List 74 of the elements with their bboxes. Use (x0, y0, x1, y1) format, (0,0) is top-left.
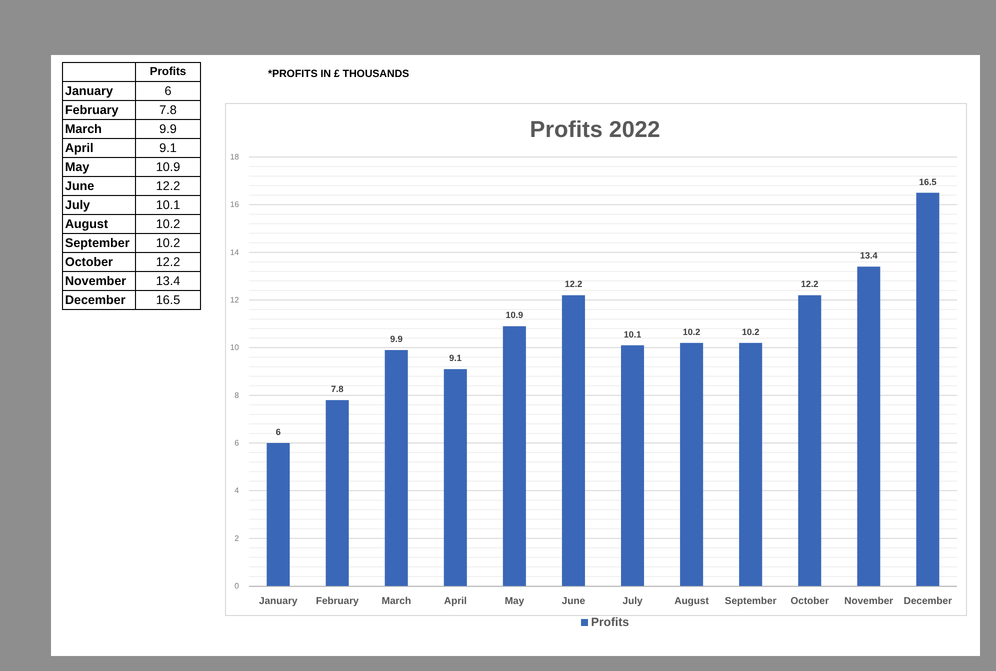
x-tick-label: January (259, 596, 298, 608)
y-tick-label: 14 (230, 248, 240, 257)
data-label: 9.1 (449, 353, 462, 364)
data-label: 16.5 (919, 176, 937, 187)
bar (502, 326, 526, 586)
bar (562, 295, 585, 586)
category-label: November (62, 272, 136, 290)
x-tick-label: September (724, 596, 777, 608)
y-tick-label: 6 (234, 438, 240, 448)
x-tick-label: December (904, 596, 952, 608)
y-tick-label: 18 (230, 152, 240, 162)
category-label: April (62, 138, 136, 158)
bar (798, 295, 822, 586)
category-label: August (62, 214, 136, 234)
bar (621, 345, 644, 586)
bar (266, 443, 290, 586)
data-label: 10.2 (136, 234, 200, 252)
x-tick-label: July (622, 596, 643, 608)
data-label: 10.2 (682, 326, 700, 337)
data-label: 9.9 (390, 334, 403, 344)
x-tick-label: May (504, 596, 525, 608)
category-label: March (62, 120, 136, 138)
category-label: September (62, 234, 136, 252)
bar (857, 266, 880, 586)
data-label: 13.4 (136, 272, 200, 290)
data-label: 6 (276, 427, 281, 437)
data-label: 10.1 (624, 329, 642, 340)
x-tick-label: March (382, 596, 412, 608)
category-label: February (62, 100, 136, 120)
y-tick-label: 16 (230, 200, 240, 210)
bar (384, 350, 408, 586)
y-tick-label: 8 (234, 390, 240, 400)
category-label: July (62, 196, 136, 214)
data-label: 16.5 (136, 290, 200, 310)
data-label: 10.9 (506, 310, 524, 320)
data-label: 10.2 (742, 326, 760, 337)
data-label: 9.1 (136, 138, 200, 158)
y-tick-label: 2 (234, 534, 240, 543)
bar (444, 369, 467, 586)
data-label: 12.2 (136, 252, 200, 272)
y-tick-label: 4 (234, 486, 240, 496)
data-label: 12.2 (136, 176, 200, 196)
data-label: 7.8 (136, 100, 200, 120)
bar (326, 400, 349, 586)
category-label: May (62, 158, 136, 176)
x-tick-label: February (316, 596, 360, 608)
data-label: 7.8 (331, 384, 344, 394)
category-label: June (62, 176, 136, 196)
legend-label: Profits (591, 615, 630, 629)
x-tick-label: June (562, 596, 586, 608)
data-label: 12.2 (564, 279, 582, 290)
bar (739, 342, 762, 586)
y-tick-label: 0 (234, 582, 240, 591)
data-label: 12.2 (800, 279, 818, 290)
bar (916, 192, 940, 586)
bar (680, 342, 704, 586)
category-label: October (62, 252, 136, 272)
x-tick-label: November (844, 596, 894, 608)
x-tick-label: April (444, 596, 467, 608)
text: Profits (136, 62, 200, 82)
data-label: 10.1 (136, 196, 200, 214)
text: *PROFITS IN £ THOUSANDS (268, 68, 410, 80)
y-tick-label: 12 (230, 296, 240, 305)
data-label: 10.9 (136, 158, 200, 176)
category-label: December (62, 290, 136, 310)
chart-title: Profits 2022 (530, 116, 660, 142)
data-label: 6 (136, 82, 200, 100)
x-tick-label: August (674, 596, 710, 608)
y-tick-label: 10 (230, 343, 240, 352)
data-label: 9.9 (136, 120, 200, 138)
x-tick-label: October (790, 596, 829, 608)
data-label: 13.4 (860, 250, 878, 261)
category-label: January (62, 82, 136, 100)
data-label: 10.2 (136, 214, 200, 234)
